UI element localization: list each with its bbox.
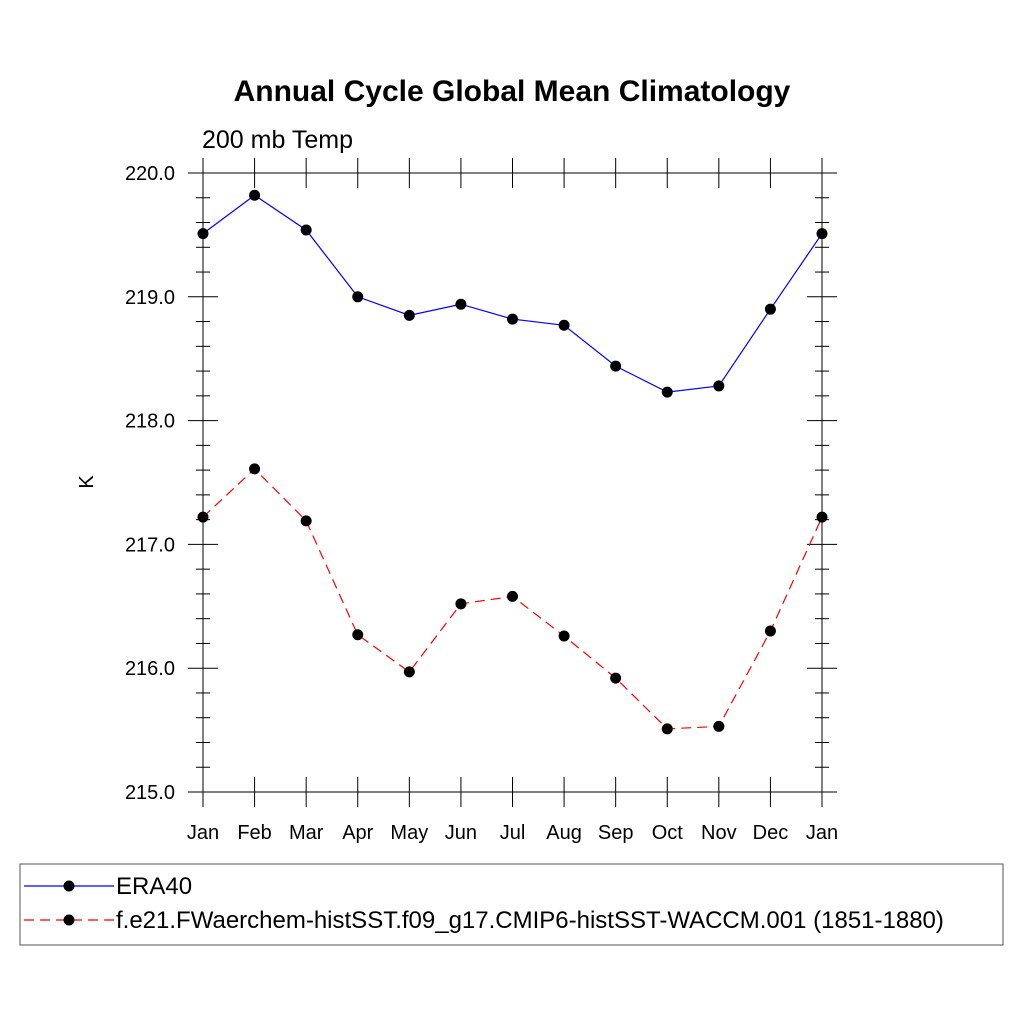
legend-label-0: ERA40 <box>116 873 192 900</box>
x-tick-label: Dec <box>753 822 789 844</box>
series-0-point <box>455 298 467 310</box>
series-1-point <box>249 463 261 475</box>
x-tick-label: Feb <box>237 822 271 844</box>
x-tick-label: Mar <box>289 822 324 844</box>
series-1-point <box>558 630 570 642</box>
series-1-point <box>816 511 828 523</box>
axes: 215.0 216.0 217.0 218.0 219.0 220.0 Jan Feb Mar A… <box>125 158 838 844</box>
series-layer <box>197 189 828 735</box>
x-tick-label: Apr <box>342 822 373 844</box>
x-tick-label: Jan <box>806 822 838 844</box>
legend-swatch-marker-1 <box>63 914 75 926</box>
series-0-point <box>764 303 776 315</box>
series-1-point <box>300 515 312 527</box>
series-0-point <box>403 309 415 321</box>
x-tick-label: Oct <box>652 822 684 844</box>
y-tick-label: 220.0 <box>125 163 175 185</box>
series-1-point <box>403 666 415 678</box>
x-tick-label: Nov <box>701 822 737 844</box>
chart-title: Annual Cycle Global Mean Climatology <box>234 75 791 108</box>
series-0-point <box>249 189 261 201</box>
y-tick-label: 215.0 <box>125 782 175 804</box>
x-tick-label: May <box>390 822 428 844</box>
series-1-point <box>764 625 776 637</box>
plot-frame <box>202 172 823 793</box>
series-0-point <box>661 386 673 398</box>
series-0-point <box>558 319 570 331</box>
legend-swatch-marker-0 <box>63 880 75 892</box>
series-1-point <box>713 720 725 732</box>
series-1-point <box>455 598 467 610</box>
series-1-point <box>352 629 364 641</box>
legend: ERA40 f.e21.FWaerchem-histSST.f09_g17.CMI… <box>19 863 1004 946</box>
x-tick-label: Sep <box>598 822 634 844</box>
y-tick-label: 217.0 <box>125 534 175 556</box>
series-0-point <box>713 380 725 392</box>
series-0-point <box>300 224 312 236</box>
series-1-point <box>610 672 622 684</box>
y-tick-label: 216.0 <box>125 658 175 680</box>
series-1-point <box>661 723 673 735</box>
series-0-point <box>507 313 518 325</box>
series-0-point <box>197 228 209 240</box>
series-0-point <box>352 291 364 303</box>
y-tick-label: 218.0 <box>125 411 175 433</box>
legend-box <box>19 863 1004 946</box>
y-axis-label: K <box>76 475 98 489</box>
y-tick-label: 219.0 <box>125 287 175 309</box>
series-line-0 <box>202 194 823 393</box>
x-tick-label: Jan <box>187 822 219 844</box>
legend-label-1: f.e21.FWaerchem-histSST.f09_g17.CMIP6-hi… <box>116 907 944 934</box>
x-tick-label: Aug <box>546 822 582 844</box>
x-tick-label: Jun <box>445 822 477 844</box>
chart-subtitle: 200 mb Temp <box>202 126 353 154</box>
series-0-point <box>610 360 622 372</box>
series-1-point <box>507 590 518 602</box>
x-tick-label: Jul <box>500 822 526 844</box>
series-0-point <box>816 228 828 240</box>
series-1-point <box>197 511 209 523</box>
